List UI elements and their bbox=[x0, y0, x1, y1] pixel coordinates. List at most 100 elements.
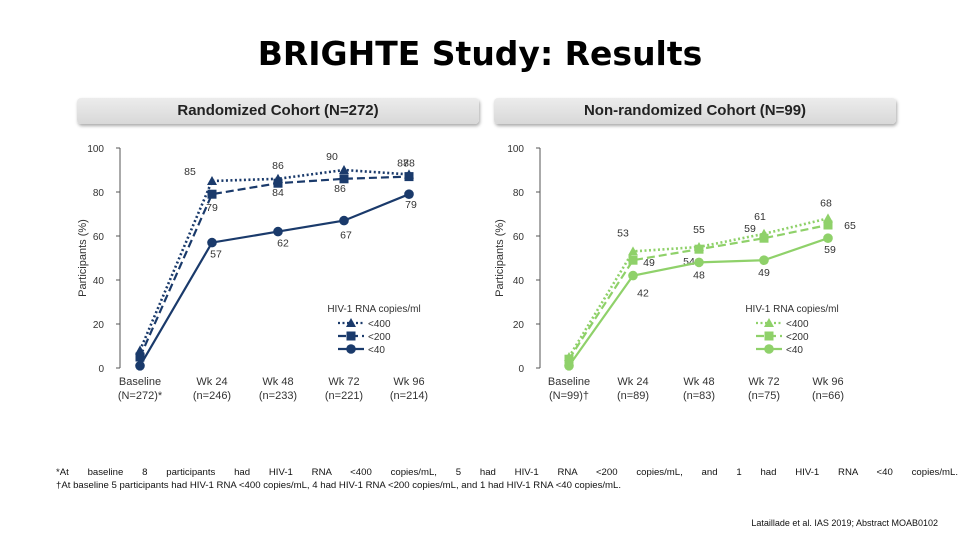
data-point-marker bbox=[564, 354, 574, 364]
x-category-sublabel: (n=233) bbox=[259, 390, 297, 402]
legend-marker bbox=[764, 318, 774, 327]
footnote-baseline-randomized: *At baseline 8 participants had HIV-1 RN… bbox=[56, 467, 958, 478]
data-label: 67 bbox=[340, 230, 352, 242]
data-point-marker bbox=[628, 246, 638, 256]
legend-marker bbox=[764, 331, 774, 341]
data-point-marker bbox=[135, 361, 145, 371]
data-label: 42 bbox=[637, 288, 649, 300]
legend-label: <200 bbox=[786, 332, 809, 343]
nonrandomized-cohort-header: Non-randomized Cohort (N=99) bbox=[494, 98, 896, 124]
x-category-sublabel: (n=214) bbox=[390, 390, 428, 402]
y-tick-label: 0 bbox=[98, 364, 104, 375]
data-point-marker bbox=[694, 257, 704, 268]
data-point-marker bbox=[339, 165, 349, 174]
x-category-sublabel: (n=221) bbox=[325, 390, 363, 402]
x-category-label: Wk 48 bbox=[683, 376, 714, 388]
data-point-marker bbox=[135, 352, 145, 362]
data-point-marker bbox=[207, 189, 217, 199]
x-category-label: Wk 96 bbox=[812, 376, 843, 388]
series-line-lt400 bbox=[138, 168, 410, 351]
y-tick-label: 100 bbox=[507, 144, 524, 155]
x-category-label: Wk 24 bbox=[196, 376, 227, 388]
data-label: 79 bbox=[206, 202, 218, 214]
x-category-label: Wk 72 bbox=[748, 376, 779, 388]
footnote-baseline-nonrandomized: †At baseline 5 participants had HIV-1 RN… bbox=[56, 480, 622, 491]
y-tick-label: 40 bbox=[93, 276, 105, 287]
y-tick-label: 60 bbox=[513, 232, 525, 243]
legend-label: <400 bbox=[368, 319, 391, 330]
data-label: 79 bbox=[405, 199, 417, 211]
legend-marker bbox=[346, 344, 356, 354]
x-category-label: Wk 72 bbox=[328, 376, 359, 388]
data-label: 65 bbox=[844, 220, 856, 232]
data-label: 59 bbox=[744, 223, 756, 235]
data-label: 87 bbox=[397, 158, 409, 170]
data-point-marker bbox=[404, 189, 414, 199]
y-axis-label: Participants (%) bbox=[77, 219, 89, 297]
data-point-marker bbox=[207, 176, 217, 185]
data-label: 57 bbox=[210, 249, 222, 261]
data-point-marker bbox=[339, 215, 349, 226]
data-label: 88 bbox=[403, 157, 415, 169]
data-point-marker bbox=[823, 220, 833, 230]
x-category-label: Wk 96 bbox=[393, 376, 424, 388]
x-category-sublabel: (N=99)† bbox=[549, 390, 589, 402]
x-category-label: Baseline bbox=[548, 376, 590, 388]
data-label: 85 bbox=[184, 166, 196, 178]
data-point-marker bbox=[759, 255, 769, 265]
legend-marker bbox=[764, 344, 774, 354]
legend-title: HIV-1 RNA copies/ml bbox=[745, 304, 838, 315]
data-label: 54 bbox=[683, 256, 695, 268]
data-point-marker bbox=[628, 270, 638, 281]
legend-marker bbox=[346, 318, 356, 327]
data-label: 84 bbox=[272, 187, 284, 199]
slide-title: BRIGHTE Study: Results bbox=[257, 34, 703, 73]
data-label: 53 bbox=[617, 227, 629, 239]
data-point-marker bbox=[273, 226, 283, 237]
legend-label: <400 bbox=[786, 319, 809, 330]
x-category-label: Wk 24 bbox=[617, 376, 648, 388]
data-label: 61 bbox=[754, 211, 766, 223]
legend-label: <40 bbox=[786, 345, 803, 356]
data-label: 48 bbox=[693, 269, 705, 281]
x-category-label: Wk 48 bbox=[262, 376, 293, 388]
data-label: 59 bbox=[824, 244, 836, 256]
x-category-sublabel: (n=89) bbox=[617, 390, 649, 402]
citation: Lataillade et al. IAS 2019; Abstract MOA… bbox=[751, 518, 938, 528]
legend-label: <40 bbox=[368, 345, 385, 356]
data-point-marker bbox=[273, 178, 283, 188]
x-category-sublabel: (n=66) bbox=[812, 390, 844, 402]
data-point-marker bbox=[694, 244, 704, 254]
data-label: 49 bbox=[758, 267, 770, 279]
data-point-marker bbox=[823, 213, 833, 223]
data-point-marker bbox=[564, 361, 574, 371]
legend-label: <200 bbox=[368, 332, 391, 343]
data-label: 49 bbox=[643, 257, 655, 269]
footnotes: *At baseline 8 participants had HIV-1 RN… bbox=[56, 466, 958, 492]
data-point-marker bbox=[404, 172, 414, 182]
data-label: 86 bbox=[272, 160, 284, 172]
y-tick-label: 20 bbox=[513, 320, 525, 331]
data-label: 62 bbox=[277, 238, 289, 250]
x-category-label: Baseline bbox=[119, 376, 161, 388]
data-label: 90 bbox=[326, 151, 338, 163]
legend-marker bbox=[346, 331, 356, 341]
y-tick-label: 0 bbox=[518, 364, 524, 375]
y-tick-label: 100 bbox=[87, 144, 104, 155]
data-label: 68 bbox=[820, 197, 832, 209]
x-category-sublabel: (n=83) bbox=[683, 390, 715, 402]
data-label: 86 bbox=[334, 183, 346, 195]
x-category-sublabel: (n=246) bbox=[193, 390, 231, 402]
data-point-marker bbox=[207, 237, 217, 248]
x-category-sublabel: (n=75) bbox=[748, 390, 780, 402]
randomized-cohort-header: Randomized Cohort (N=272) bbox=[77, 98, 479, 124]
y-tick-label: 40 bbox=[513, 276, 525, 287]
data-point-marker bbox=[339, 174, 349, 184]
y-tick-label: 60 bbox=[93, 232, 105, 243]
data-label: 55 bbox=[693, 224, 705, 236]
y-tick-label: 80 bbox=[513, 188, 525, 199]
legend-title: HIV-1 RNA copies/ml bbox=[327, 304, 420, 315]
data-point-marker bbox=[823, 233, 833, 243]
data-point-marker bbox=[628, 255, 638, 265]
